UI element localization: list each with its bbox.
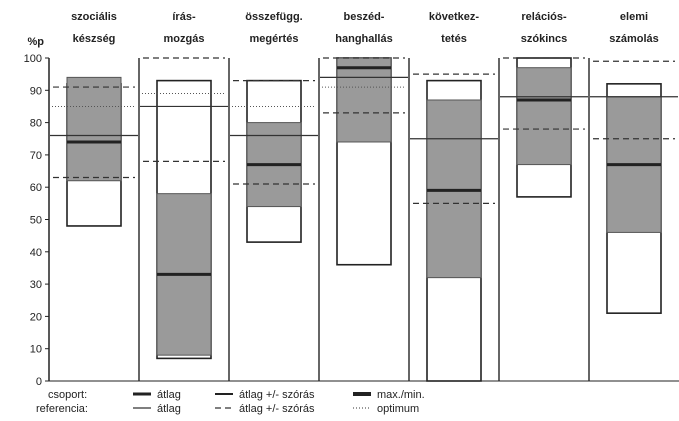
category-label-3-line1: beszéd- [344,11,385,23]
category-label-4-line2: tetés [441,33,467,45]
legend-group-item-0: átlag [157,389,181,401]
legend-reference-item-1: átlag +/- szórás [239,403,315,415]
category-label-0-line2: készség [73,33,116,45]
legend-reference-item-0: átlag [157,403,181,415]
legend-reference-label: referencia: [36,403,88,415]
y-axis: 0 10 20 30 40 50 60 70 80 90 100 %p [24,36,679,388]
category-label-1-line1: írás- [172,11,196,23]
category-label-5-line1: relációs- [521,11,567,23]
y-tick-label-30: 30 [30,279,42,291]
category-label-0-line1: szociális [71,11,117,23]
legend-reference-item-2: optimum [377,403,419,415]
category-label-6-line2: számolás [609,33,659,45]
y-tick-label-20: 20 [30,311,42,323]
legend-group-label: csoport: [48,389,87,401]
category-label-2-line2: megértés [250,33,299,45]
group-sd-box-0 [66,76,122,182]
y-tick-label-40: 40 [30,247,42,259]
y-axis-label: %p [28,36,45,48]
category-label-5-line2: szókincs [521,33,567,45]
legend: csoport: referencia: átlag átlag átlag +/- s… [36,389,425,415]
category-label-2-line1: összefügg. [245,11,302,23]
category-label-3-line2: hanghallás [335,33,392,45]
category-label-4-line1: következ- [429,11,479,23]
chart-plot-area [50,57,678,382]
group-sd-box-5 [516,67,572,166]
category-label-1-line2: mozgás [164,33,205,45]
y-tick-label-10: 10 [30,344,42,356]
category-label-6-line1: elemi [620,11,648,23]
y-tick-label-50: 50 [30,215,42,227]
y-tick-label-80: 80 [30,118,42,130]
y-tick-label-70: 70 [30,150,42,162]
y-tick-label-90: 90 [30,85,42,97]
category-labels: szociális készség írás-mozgás összefügg. meg… [71,11,659,45]
y-tick-label-100: 100 [24,53,42,65]
legend-group-item-1: átlag +/- szórás [239,389,315,401]
group-sd-box-4 [426,99,482,279]
group-sd-box-3 [336,57,392,143]
y-tick-label-0: 0 [36,376,42,388]
legend-group-item-2: max./min. [377,389,425,401]
y-tick-label-60: 60 [30,182,42,194]
